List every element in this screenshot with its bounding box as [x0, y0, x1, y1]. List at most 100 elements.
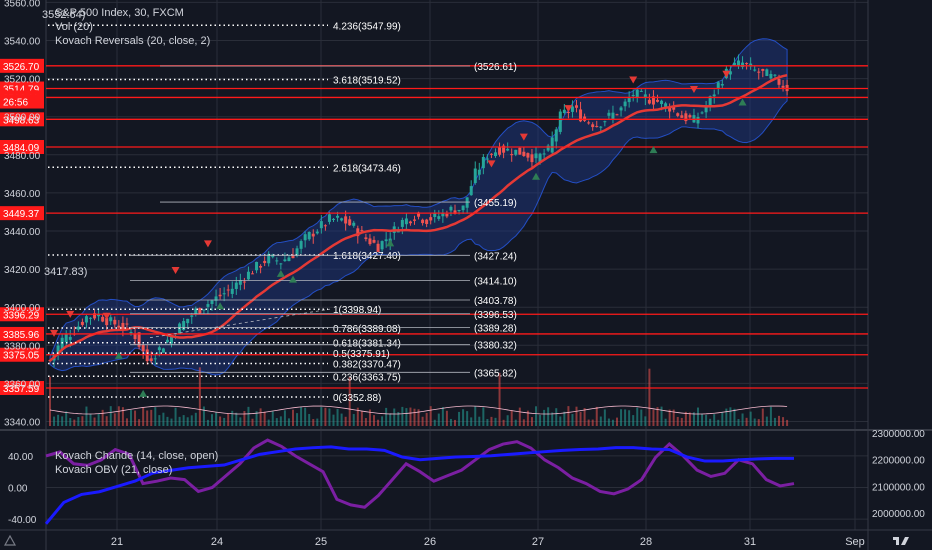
candle-body [704, 107, 708, 113]
volume-bar [656, 407, 659, 426]
bollinger-band [49, 38, 788, 376]
volume-bar [320, 407, 323, 426]
volume-bar [332, 414, 335, 426]
volume-bar [174, 407, 177, 426]
volume-bar [652, 409, 655, 426]
candle-body [651, 96, 655, 105]
candle-body [660, 100, 664, 105]
volume-bar [697, 407, 699, 426]
kovach-obv-label[interactable]: Kovach OBV (21, close) [55, 464, 173, 476]
volume-bar [591, 419, 594, 426]
volume-bar [514, 419, 517, 426]
candle-body [570, 106, 574, 112]
candle-body [453, 210, 457, 214]
volume-bar [486, 419, 489, 426]
volume-bar [198, 367, 201, 426]
volume-bar [146, 410, 149, 426]
candle-body [186, 318, 190, 324]
candle-body [481, 156, 485, 169]
candle-body [720, 84, 724, 86]
candle-body [781, 85, 785, 88]
volume-bar [178, 416, 181, 426]
volume-bar [526, 410, 529, 426]
volume-bar [441, 407, 444, 426]
candle-body [510, 154, 514, 156]
volume-bar [138, 419, 141, 426]
timezone-icon[interactable] [2, 533, 18, 547]
candle-body [133, 333, 137, 340]
candle-body [198, 308, 202, 314]
volume-bar [235, 412, 238, 426]
volume-bar [223, 417, 226, 426]
candle-body [619, 107, 623, 111]
fib-right-label: (3414.10) [474, 276, 517, 287]
candle-body [575, 105, 578, 108]
candle-body [425, 219, 429, 224]
volume-bar [502, 419, 505, 426]
volume-bar [77, 417, 80, 426]
kovach-reversals-label[interactable]: Kovach Reversals (20, close, 2) [55, 35, 211, 47]
volume-bar [239, 417, 242, 426]
candle-body [319, 221, 323, 229]
candle-body [514, 149, 518, 155]
candle-body [307, 231, 311, 240]
volume-bar [672, 409, 675, 426]
candle-body [311, 233, 315, 237]
candle-body [101, 316, 105, 322]
candle-body [64, 334, 68, 343]
volume-bar [611, 419, 614, 426]
volume-indicator-label[interactable]: Vol (20) [55, 21, 93, 33]
volume-bar [259, 408, 262, 426]
volume-bar [563, 411, 566, 426]
candle-body [348, 219, 352, 226]
candle-body [485, 158, 489, 160]
volume-bar [292, 409, 294, 426]
candle-body [639, 90, 643, 92]
volume-bar [190, 415, 193, 426]
candle-body [538, 153, 542, 163]
tradingview-logo-icon[interactable] [892, 534, 910, 546]
candle-body [384, 239, 388, 242]
obv-axis-tick: 2100000.00 [872, 482, 925, 493]
volume-bar [668, 409, 671, 426]
oscillator-axis-tick: 0.00 [8, 484, 28, 495]
volume-bar [579, 411, 582, 426]
price-level-tag [0, 206, 44, 221]
volume-bar [543, 409, 546, 426]
kovach-chande-label[interactable]: Kovach Chande (14, close, open) [55, 450, 219, 462]
candle-body [708, 96, 712, 106]
candle-body [506, 148, 510, 151]
volume-bar [535, 406, 537, 426]
volume-bar [778, 415, 780, 426]
obv-axis-tick: 2000000.00 [872, 509, 925, 520]
volume-bar [85, 406, 88, 426]
candle-body [765, 69, 769, 76]
candle-body [664, 103, 668, 108]
candle-body [668, 106, 672, 112]
buy-signal-marker [649, 146, 658, 154]
price-level-tag [0, 380, 44, 395]
volume-bar [745, 417, 748, 426]
candle-body [255, 261, 259, 271]
volume-bar [405, 408, 408, 426]
symbol-title[interactable]: S&P 500 Index, 30, FXCM [55, 7, 184, 19]
candle-body [429, 217, 433, 221]
price-axis-tick: 3340.00 [4, 418, 41, 429]
volume-bar [89, 413, 92, 426]
volume-bar [275, 418, 278, 426]
volume-bar [255, 411, 258, 426]
candle-body [222, 293, 226, 295]
time-axis-tick: 21 [111, 536, 123, 548]
fib-trend-line [149, 308, 331, 339]
candle-body [242, 281, 246, 283]
candle-body [267, 253, 271, 264]
candle-body [761, 68, 765, 71]
candle-body [190, 315, 194, 317]
time-axis-tick: 28 [640, 536, 652, 548]
time-axis-tick: 27 [532, 536, 544, 548]
candle-body [117, 325, 121, 328]
candle-body [230, 288, 234, 294]
volume-bar [737, 419, 740, 426]
volume-bar [567, 406, 570, 426]
volume-bar [287, 418, 290, 426]
